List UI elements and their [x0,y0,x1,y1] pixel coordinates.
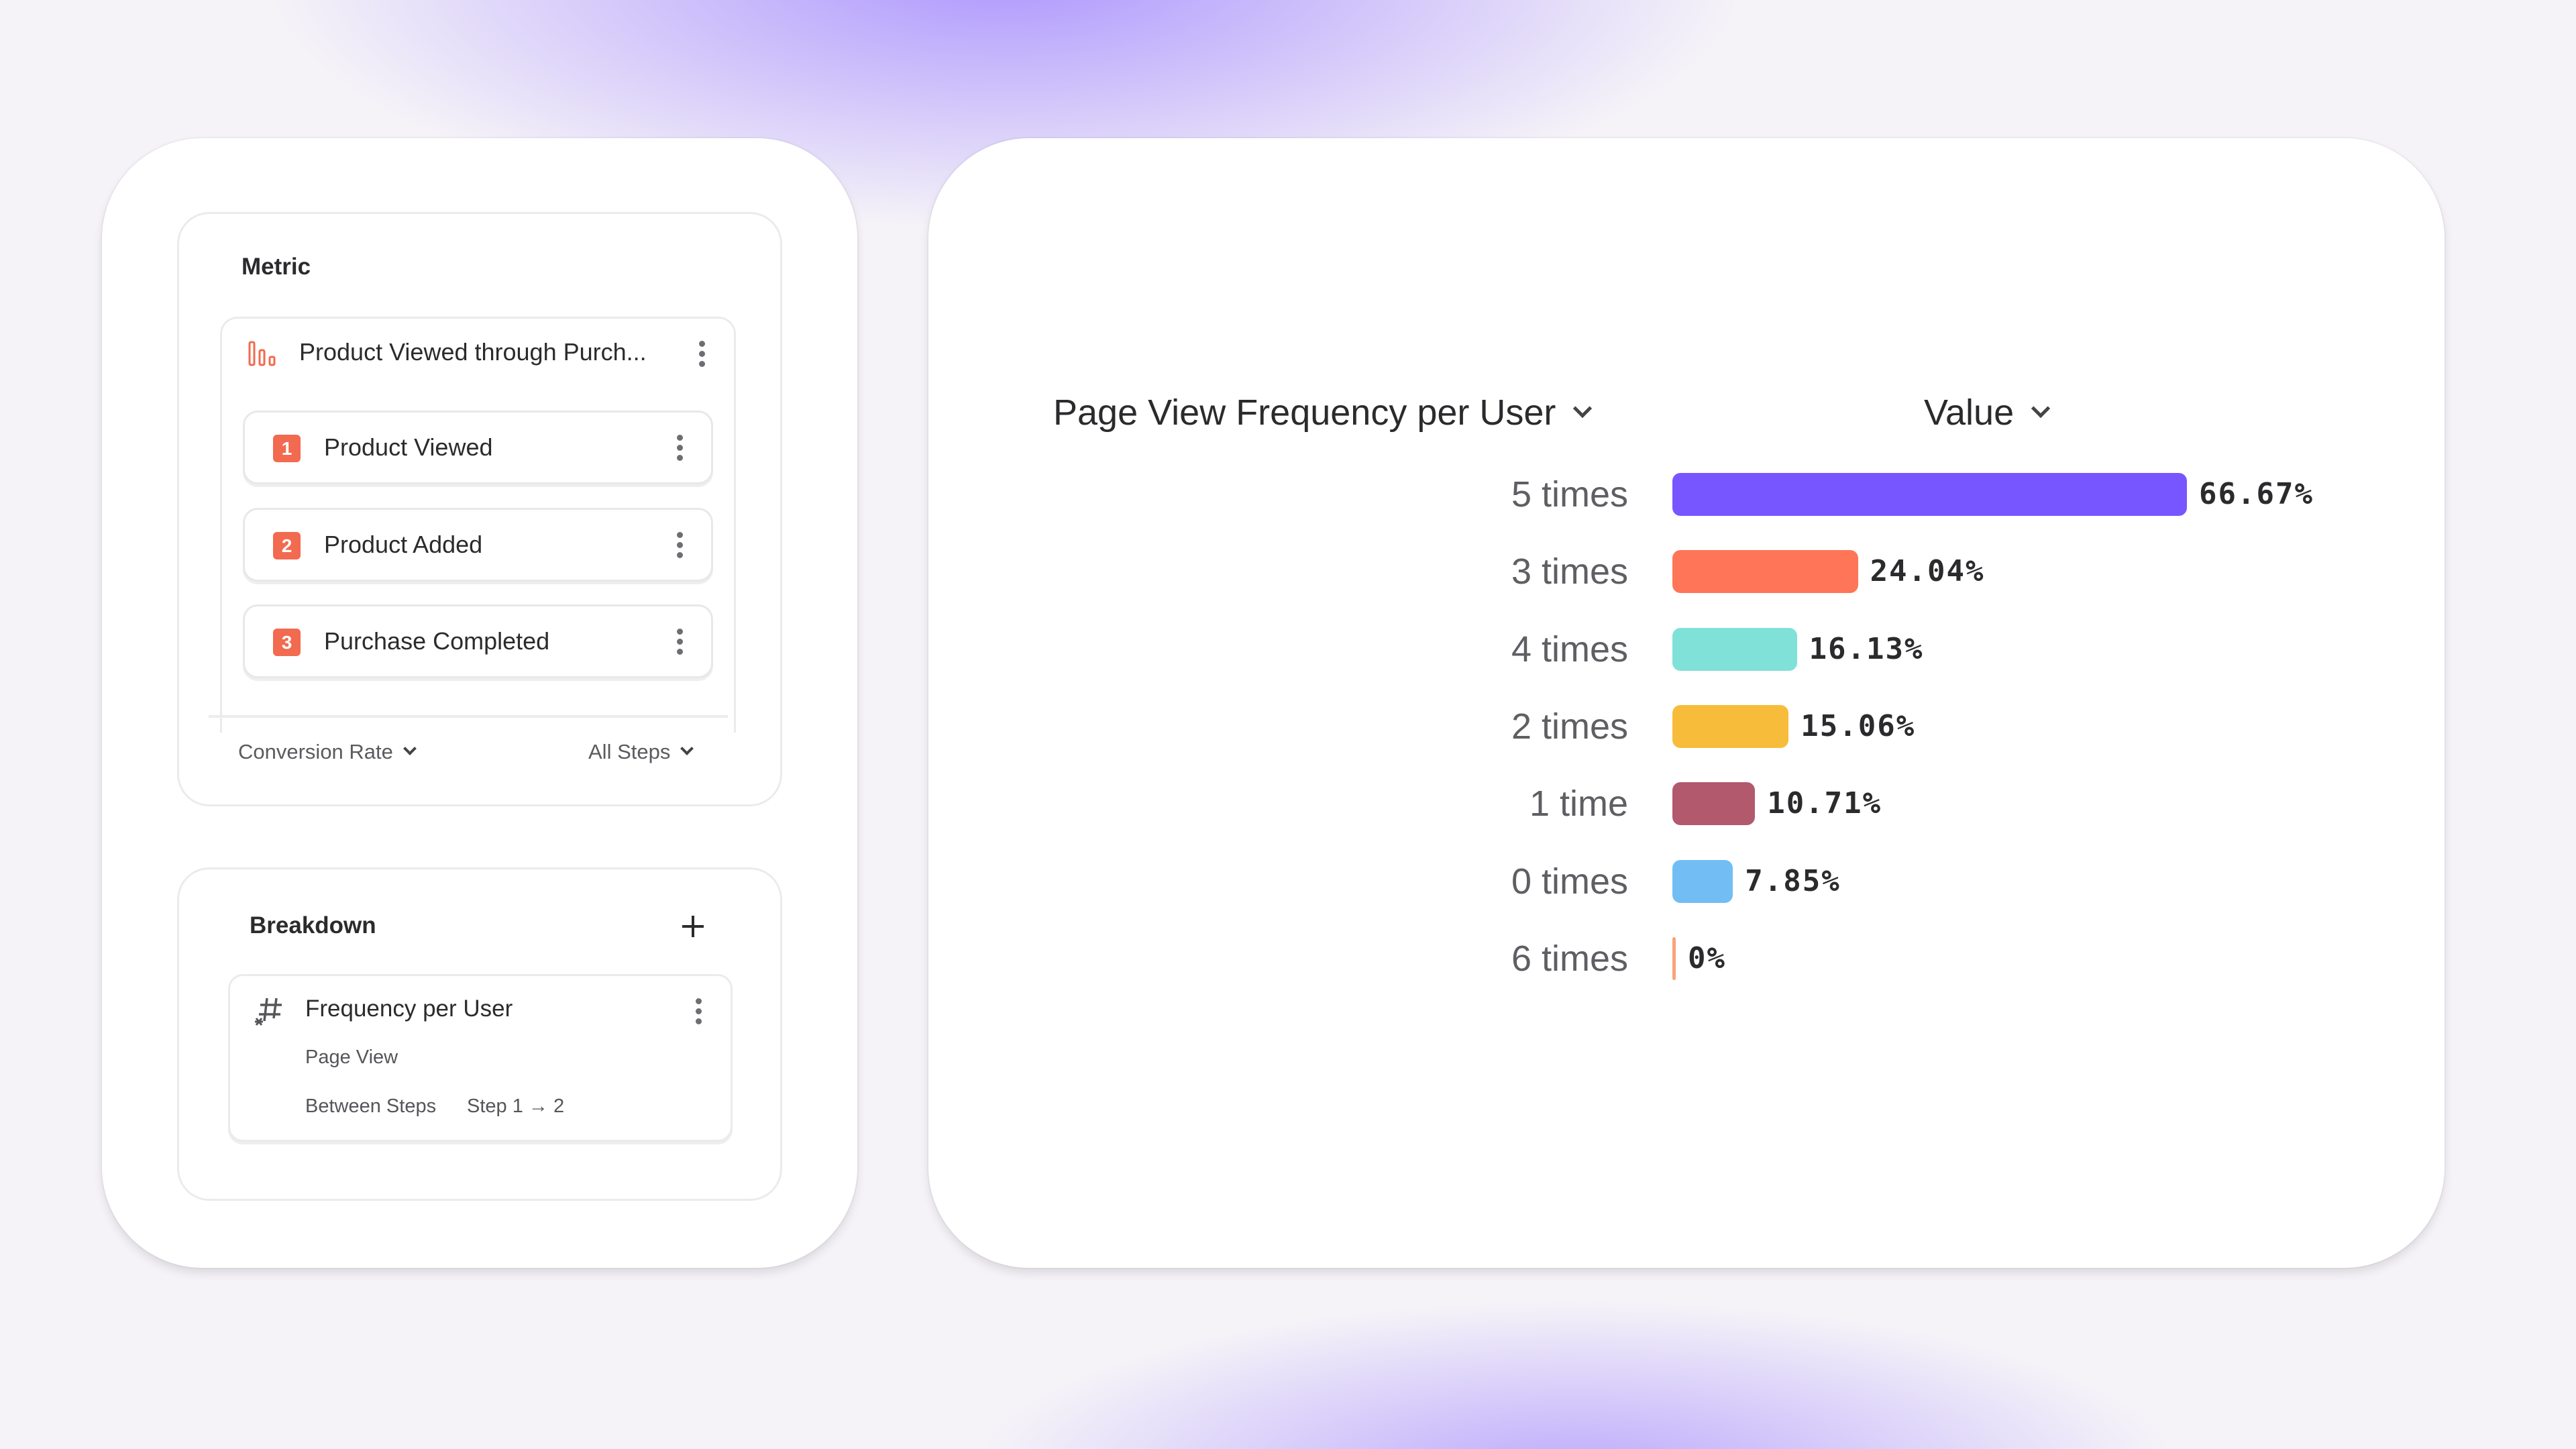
step-label: Purchase Completed [324,627,550,655]
add-breakdown-icon[interactable] [680,914,706,939]
funnel-name[interactable]: Product Viewed through Purch... [299,338,647,366]
bar[interactable] [1672,936,1676,980]
breakdown-item[interactable] [228,974,733,1142]
bar[interactable] [1672,627,1797,671]
funnel-menu-icon[interactable] [699,341,706,368]
bar[interactable] [1672,704,1789,748]
value-label: 10.71% [1767,786,1882,821]
metric-title: Metric [241,254,311,280]
breakdown-scope-value[interactable]: Step 1 → 2 [467,1095,565,1117]
value-label: 16.13% [1809,631,1924,666]
category-label: 5 times [1511,474,1628,515]
category-label: 2 times [1511,706,1628,747]
breakdown-menu-icon[interactable] [696,998,702,1025]
funnel-chart-icon [248,341,276,366]
chevron-down-icon [2031,398,2051,419]
value-label: 24.04% [1870,554,1985,589]
step-label: Product Added [324,531,483,558]
value-header[interactable]: Value [1924,392,2051,433]
breakdown-event[interactable]: Page View [305,1046,398,1068]
value-header-label: Value [1924,392,2015,433]
category-label: 4 times [1511,629,1628,669]
measure-value: Conversion Rate [238,740,393,763]
breakdown-title: Breakdown [250,912,376,938]
value-label: 0% [1688,941,1726,975]
step-menu-icon[interactable] [677,532,684,559]
numeric-hash-icon [255,998,282,1026]
chart-panel [928,138,2445,1268]
step-menu-icon[interactable] [677,629,684,655]
bar[interactable] [1672,550,1858,594]
steps-dropdown[interactable]: All Steps [588,740,694,764]
chevron-down-icon [680,742,694,755]
step-number-badge: 2 [273,532,301,559]
chevron-down-icon [1573,398,1593,419]
chevron-down-icon [403,742,417,755]
measure-dropdown[interactable]: Conversion Rate [238,740,417,764]
category-label: 0 times [1511,861,1628,902]
steps-value: All Steps [588,740,671,763]
value-label: 15.06% [1801,708,1916,743]
bar[interactable] [1672,782,1756,826]
dimension-header-label: Page View Frequency per User [1053,392,1556,433]
breakdown-label: Frequency per User [305,996,513,1022]
bar[interactable] [1672,859,1733,903]
step-number-badge: 3 [273,629,301,656]
funnel-step-2[interactable]: 2 Product Added [243,508,713,582]
step-label: Product Viewed [324,433,493,461]
funnel-step-3[interactable]: 3 Purchase Completed [243,604,713,678]
step-number-badge: 1 [273,435,301,462]
breakdown-scope-label: Between Steps [305,1095,437,1117]
category-label: 3 times [1511,551,1628,592]
category-label: 1 time [1529,784,1628,824]
category-label: 6 times [1511,938,1628,979]
value-label: 7.85% [1745,863,1841,898]
funnel-step-1[interactable]: 1 Product Viewed [243,411,713,484]
value-label: 66.67% [2199,477,2314,511]
bar[interactable] [1672,473,2187,516]
divider [209,715,728,718]
step-menu-icon[interactable] [677,435,684,462]
dimension-header[interactable]: Page View Frequency per User [1053,392,1593,433]
